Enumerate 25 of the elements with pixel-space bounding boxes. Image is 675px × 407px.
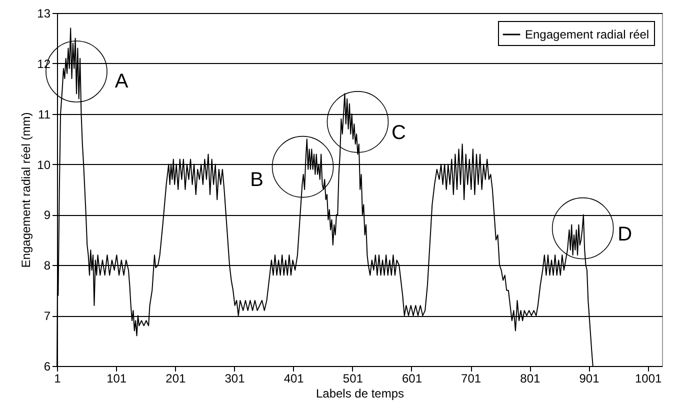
annotation: B (250, 168, 264, 191)
x-tick-label: 501 (342, 372, 364, 386)
annotation: A (114, 70, 129, 92)
x-tick-label: 401 (284, 372, 304, 386)
x-tick-label: 1 (54, 372, 62, 386)
x-tick-label: 901 (579, 372, 600, 386)
y-tick-label: 8 (44, 258, 51, 273)
y-tick-label: 9 (44, 208, 51, 222)
x-tick-label: 1001 (634, 372, 662, 386)
y-tick-label: 7 (44, 309, 51, 324)
y-axis-title: Engagement radial réel (mm) (19, 112, 34, 268)
y-tick-label: 11 (38, 107, 51, 122)
y-tick-label: 10 (37, 158, 51, 172)
x-tick-label: 101 (106, 372, 127, 386)
x-tick-label: 801 (520, 372, 540, 386)
y-tick-label: 13 (37, 6, 51, 20)
x-tick-label: 201 (166, 372, 186, 386)
x-axis-title: Labels de temps (316, 386, 404, 400)
annotation: C (392, 122, 406, 144)
y-tick-label: 6 (44, 360, 51, 374)
x-tick-label: 601 (402, 372, 422, 386)
legend-label: Engagement radial réel (525, 28, 650, 42)
x-tick-label: 301 (224, 372, 246, 386)
annotation: D (618, 223, 632, 246)
x-tick-label: 701 (461, 372, 482, 386)
